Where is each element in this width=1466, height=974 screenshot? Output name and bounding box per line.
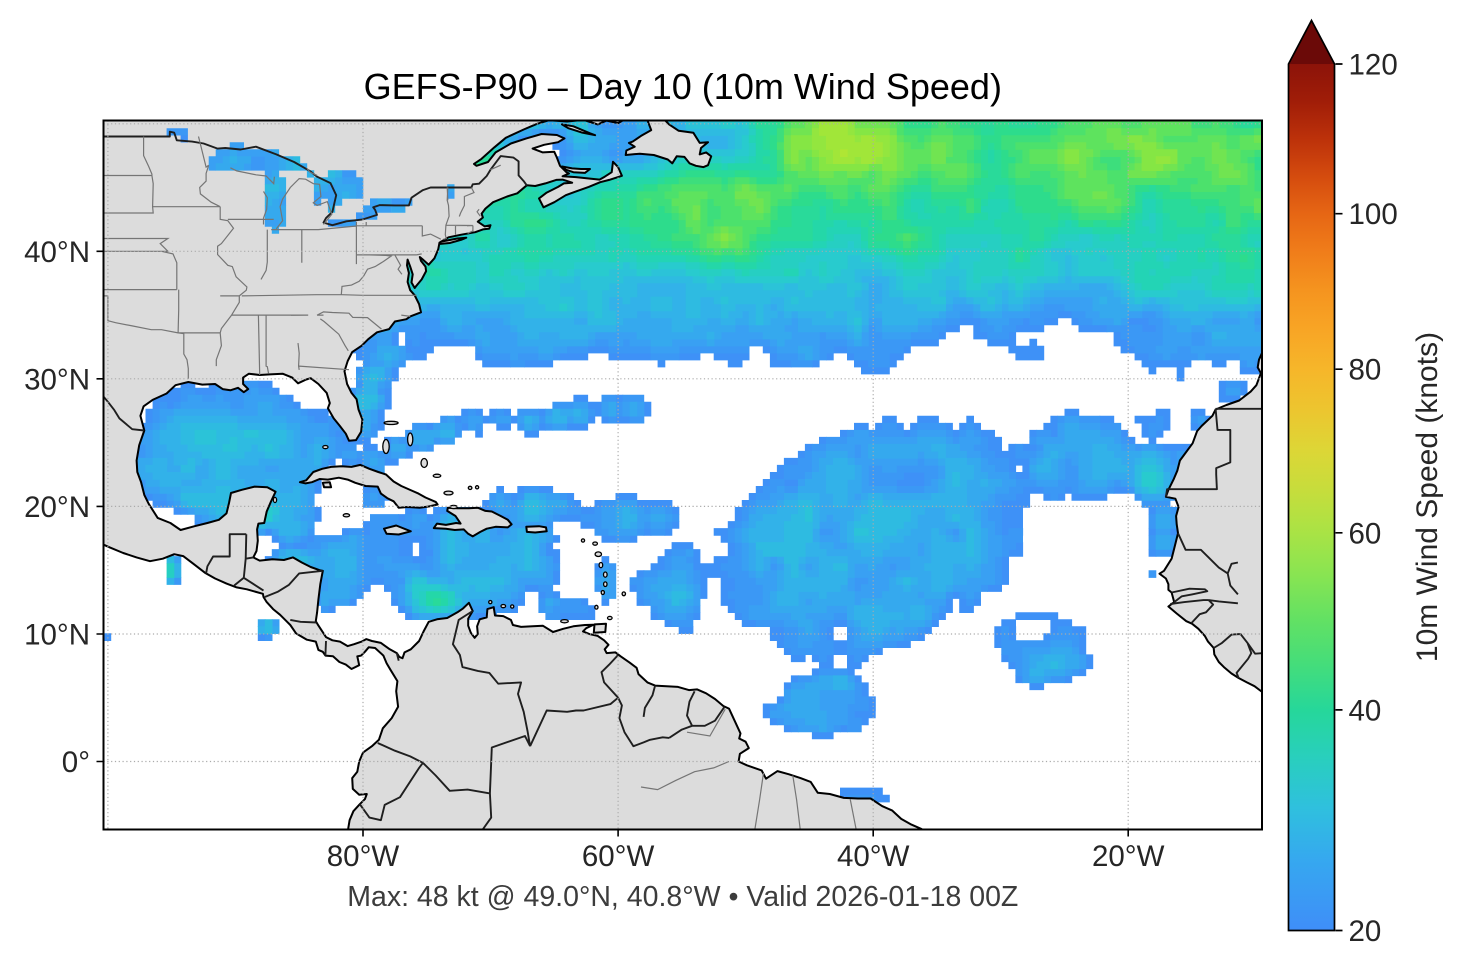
svg-text:0°: 0° (62, 746, 90, 779)
svg-text:80°W: 80°W (327, 840, 400, 873)
svg-text:10°N: 10°N (24, 619, 90, 652)
svg-text:60: 60 (1349, 517, 1382, 550)
svg-text:20°N: 20°N (24, 491, 90, 524)
svg-text:10m Wind Speed (knots): 10m Wind Speed (knots) (1411, 332, 1444, 662)
svg-text:30°N: 30°N (24, 363, 90, 396)
svg-text:60°W: 60°W (582, 840, 655, 873)
svg-text:20°W: 20°W (1092, 840, 1165, 873)
svg-text:Max: 48 kt @ 49.0°N, 40.8°W •: Max: 48 kt @ 49.0°N, 40.8°W • Valid 2026… (347, 881, 1018, 913)
svg-text:40°N: 40°N (24, 236, 90, 269)
svg-text:GEFS-P90 – Day 10 (10m Wind Sp: GEFS-P90 – Day 10 (10m Wind Speed) (364, 66, 1002, 107)
svg-text:40°W: 40°W (837, 840, 910, 873)
svg-text:120: 120 (1349, 49, 1398, 82)
svg-text:20: 20 (1349, 915, 1382, 948)
svg-text:100: 100 (1349, 198, 1398, 231)
svg-text:80: 80 (1349, 354, 1382, 387)
svg-text:40: 40 (1349, 694, 1382, 727)
